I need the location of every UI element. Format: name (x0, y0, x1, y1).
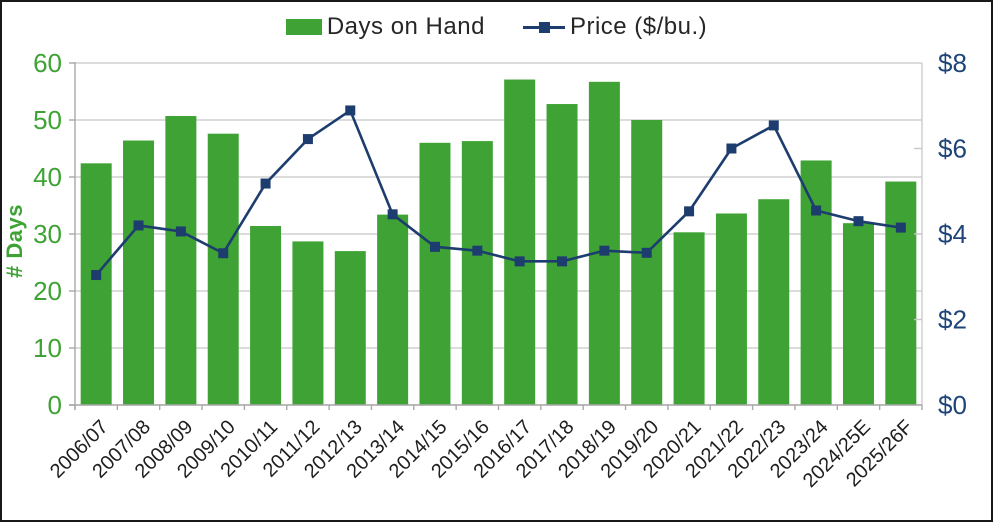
right-axis-label-$8: $8 (938, 48, 967, 78)
price-marker-2025/26F (895, 222, 906, 233)
green-bar-swatch-icon (285, 19, 322, 35)
bar-2011/12 (292, 241, 324, 405)
bar-2020/21 (673, 232, 705, 405)
legend-label-days-on-hand: Days on Hand (326, 13, 485, 40)
price-marker-2020/21 (684, 206, 695, 217)
bar-2015/16 (461, 141, 493, 405)
price-marker-2006/07 (91, 270, 102, 281)
price-marker-2023/24 (811, 205, 822, 216)
legend-label-price: Price ($/bu.) (569, 13, 708, 40)
price-marker-2017/18 (557, 256, 568, 267)
price-marker-2022/23 (768, 120, 779, 131)
bar-2019/20 (631, 120, 663, 405)
left-axis-label-20: 20 (33, 276, 62, 306)
left-axis-title: # Days (2, 204, 27, 278)
left-axis-label-40: 40 (33, 162, 62, 192)
price-marker-2019/20 (641, 247, 652, 258)
bar-2023/24 (800, 160, 832, 405)
bar-2021/22 (715, 213, 747, 405)
bar-2017/18 (546, 104, 578, 405)
left-axis-label-0: 0 (48, 390, 62, 420)
price-marker-2014/15 (429, 241, 440, 252)
bar-2009/10 (207, 133, 239, 405)
price-marker-2016/17 (514, 256, 525, 267)
price-marker-2021/22 (726, 143, 737, 154)
bar-2007/08 (123, 140, 155, 405)
bar-2024/25E (842, 223, 874, 405)
bar-2012/13 (334, 251, 366, 405)
bar-2018/19 (588, 81, 620, 405)
price-marker-2015/16 (472, 245, 483, 256)
price-marker-2008/09 (175, 226, 186, 237)
left-axis-label-10: 10 (33, 333, 62, 363)
right-axis-label-$6: $6 (938, 134, 967, 164)
price-marker-2009/10 (218, 248, 229, 259)
bar-2006/07 (80, 163, 112, 405)
right-axis-label-$2: $2 (938, 305, 967, 335)
bar-2013/14 (377, 214, 409, 405)
bar-2008/09 (165, 116, 197, 405)
bar-2025/26F (885, 181, 917, 405)
left-axis-label-30: 30 (33, 219, 62, 249)
right-axis-label-$4: $4 (938, 219, 967, 249)
price-square-marker-icon (538, 22, 550, 33)
bar-2016/17 (504, 79, 536, 405)
legend-item-days-on-hand: Days on Hand (285, 13, 485, 41)
legend: Days on Hand Price ($/bu.) (2, 13, 991, 41)
price-marker-2010/11 (260, 178, 271, 189)
left-axis-label-60: 60 (33, 48, 62, 78)
price-marker-2024/25E (853, 216, 864, 227)
right-axis-label-$0: $0 (938, 390, 967, 420)
price-marker-2013/14 (387, 209, 398, 220)
price-marker-2012/13 (345, 105, 356, 116)
price-marker-2011/12 (302, 134, 313, 145)
bar-2022/23 (758, 199, 790, 405)
price-marker-2018/19 (599, 245, 610, 256)
price-marker-2007/08 (133, 220, 144, 231)
legend-item-price: Price ($/bu.) (522, 13, 708, 41)
bar-2014/15 (419, 142, 451, 406)
left-axis-label-50: 50 (33, 105, 62, 135)
price-line (95, 109, 902, 276)
bar-2010/11 (250, 226, 282, 405)
price-line-marker-icon (522, 21, 565, 33)
